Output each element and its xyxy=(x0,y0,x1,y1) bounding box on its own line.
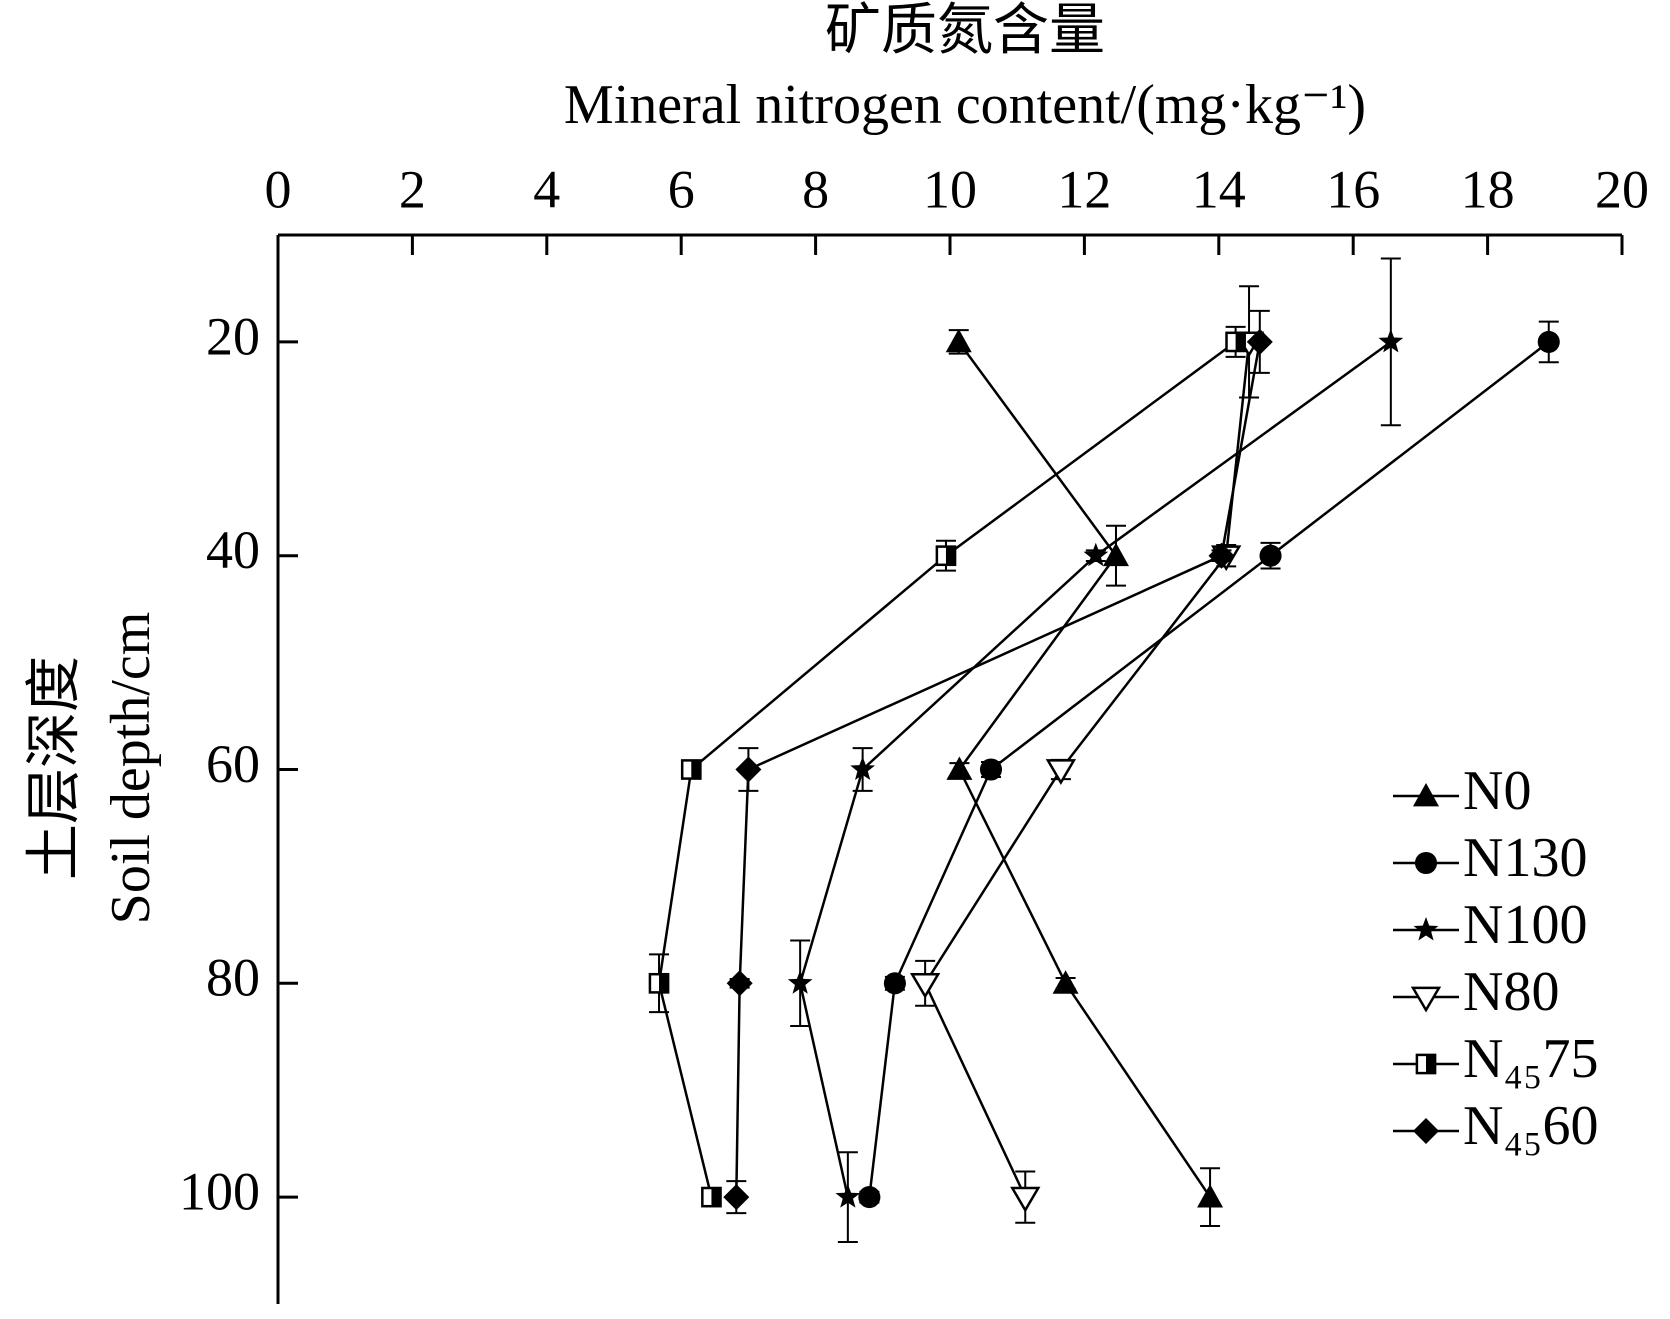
marker xyxy=(1415,1053,1437,1075)
marker xyxy=(787,970,813,994)
y-tick-label: 20 xyxy=(206,306,260,366)
marker xyxy=(1413,1118,1439,1144)
marker xyxy=(1010,1186,1041,1213)
marker-part xyxy=(945,328,972,353)
marker xyxy=(1413,917,1439,941)
x-tick-label: 6 xyxy=(668,159,695,219)
marker xyxy=(1537,330,1560,353)
marker xyxy=(1102,542,1129,567)
series-line xyxy=(868,340,1550,1198)
marker-part xyxy=(1413,783,1439,807)
marker xyxy=(935,545,957,567)
marker xyxy=(858,1186,881,1209)
marker xyxy=(735,756,762,783)
x-tick-label: 4 xyxy=(533,159,560,219)
marker xyxy=(1414,851,1438,875)
marker-part xyxy=(1378,328,1404,353)
marker-part xyxy=(858,1186,881,1209)
y-axis-title-cn: 土层深度 xyxy=(24,656,86,880)
legend-label: N80 xyxy=(1463,961,1559,1023)
marker-part xyxy=(835,1184,861,1208)
marker xyxy=(1246,328,1273,355)
x-tick-label: 8 xyxy=(802,159,829,219)
series-line xyxy=(923,341,1251,1198)
x-tick-label: 2 xyxy=(399,159,426,219)
series-line xyxy=(798,340,1392,1198)
x-tick-label: 0 xyxy=(265,159,292,219)
marker xyxy=(1259,544,1282,567)
x-tick-label: 20 xyxy=(1595,159,1649,219)
marker xyxy=(909,972,941,999)
marker-part xyxy=(1413,917,1439,941)
marker-part xyxy=(1083,542,1109,567)
x-tick-label: 18 xyxy=(1461,159,1515,219)
x-tick-label: 14 xyxy=(1192,159,1246,219)
marker-part xyxy=(723,1184,750,1211)
marker xyxy=(1083,542,1109,567)
marker xyxy=(726,970,753,997)
y-tick-label: 80 xyxy=(206,948,260,1008)
y-tick-label: 100 xyxy=(179,1161,260,1221)
marker xyxy=(1410,986,1442,1013)
x-tick-label: 16 xyxy=(1326,159,1380,219)
marker-part xyxy=(909,972,941,999)
y-axis-title: Soil depth/cm xyxy=(100,612,162,925)
y-tick-label: 60 xyxy=(206,734,260,794)
marker xyxy=(1197,1184,1224,1208)
legend-label: N0 xyxy=(1463,760,1531,822)
marker xyxy=(648,972,670,994)
marker-part xyxy=(1537,330,1560,353)
marker-part xyxy=(1246,328,1273,355)
marker-part xyxy=(1045,759,1077,785)
marker-part xyxy=(1426,1054,1436,1074)
marker-part xyxy=(850,756,875,780)
marker xyxy=(723,1184,750,1211)
marker-part xyxy=(691,760,701,779)
marker-part xyxy=(1235,332,1245,351)
marker-part xyxy=(726,970,753,997)
legend-label: N₄₅60 xyxy=(1463,1095,1599,1157)
marker-part xyxy=(883,972,906,995)
marker-part xyxy=(946,756,973,780)
marker xyxy=(680,759,702,780)
legend-label: N100 xyxy=(1463,894,1587,956)
marker xyxy=(701,1186,722,1208)
marker xyxy=(1208,542,1235,569)
marker-part xyxy=(1414,851,1438,875)
marker-part xyxy=(1410,986,1442,1013)
marker xyxy=(1378,328,1404,353)
chart-title: 矿质氮含量 xyxy=(825,0,1105,62)
marker-part xyxy=(1010,1186,1041,1213)
x-tick-label: 10 xyxy=(923,159,977,219)
marker-part xyxy=(1259,544,1282,567)
marker xyxy=(835,1184,861,1208)
legend-label: N130 xyxy=(1463,827,1587,889)
marker-part xyxy=(659,974,669,993)
y-tick-label: 40 xyxy=(206,520,260,580)
marker xyxy=(1052,970,1079,994)
marker-part xyxy=(1102,542,1129,567)
marker-part xyxy=(1413,1118,1439,1144)
marker xyxy=(946,756,973,780)
marker xyxy=(850,756,875,780)
marker xyxy=(1225,331,1246,353)
marker-part xyxy=(945,546,956,565)
marker-part xyxy=(711,1188,721,1207)
marker xyxy=(1413,783,1439,807)
marker xyxy=(945,328,972,353)
marker-part xyxy=(979,758,1003,781)
marker-part xyxy=(787,970,813,994)
x-axis-title: Mineral nitrogen content/(mg·kg⁻¹) xyxy=(564,74,1366,136)
x-tick-label: 12 xyxy=(1057,159,1111,219)
marker-part xyxy=(735,756,762,783)
marker-part xyxy=(1052,970,1079,994)
marker xyxy=(1045,759,1077,785)
marker-part xyxy=(1197,1184,1224,1208)
marker-part xyxy=(1208,542,1235,569)
marker xyxy=(979,758,1003,781)
legend-label: N₄₅75 xyxy=(1463,1028,1599,1090)
marker xyxy=(883,972,906,995)
